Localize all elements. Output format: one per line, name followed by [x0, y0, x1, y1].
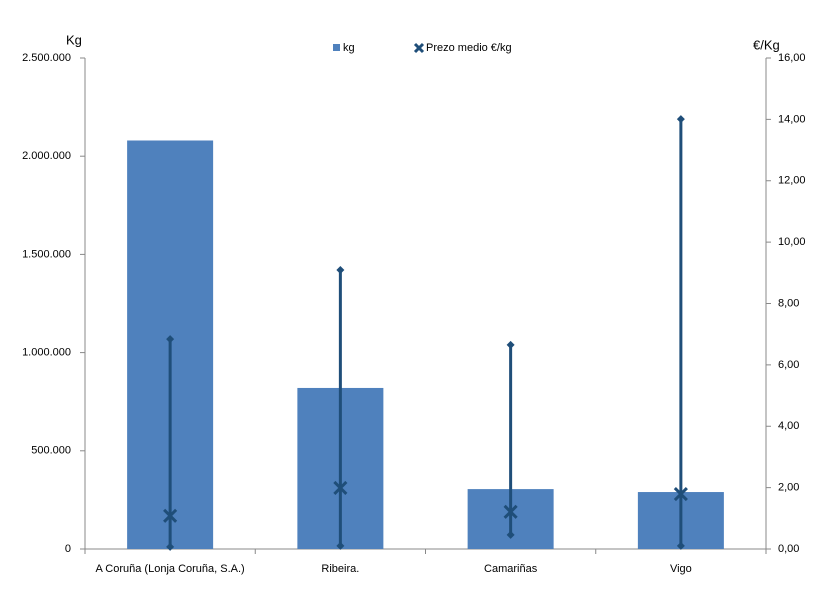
y2-tick-label: 10,00 [778, 236, 806, 248]
low-marker [676, 541, 685, 550]
mean-marker [333, 480, 348, 495]
low-marker [336, 541, 345, 550]
mean-marker [673, 487, 688, 502]
y2-tick-label: 0,00 [778, 543, 799, 555]
low-marker [506, 530, 515, 539]
legend-label: Prezo medio €/kg [426, 42, 512, 54]
legend-swatch [413, 42, 425, 54]
y-tick-label: 0 [65, 543, 71, 555]
x-tick-label: Camariñas [484, 563, 538, 575]
y-tick-label: 1.500.000 [22, 248, 71, 260]
y2-tick-label: 8,00 [778, 297, 799, 309]
y2-tick-label: 4,00 [778, 420, 799, 432]
y2-tick-label: 12,00 [778, 175, 806, 187]
high-marker [336, 266, 345, 275]
low-marker [166, 542, 175, 551]
mean-marker [503, 504, 518, 519]
y-tick-label: 2.500.000 [22, 52, 71, 64]
x-tick-label: A Coruña (Lonja Coruña, S.A.) [96, 563, 245, 575]
mean-marker [163, 508, 178, 523]
x-tick-label: Ribeira. [321, 563, 359, 575]
y-tick-label: 500.000 [31, 445, 71, 457]
y2-tick-label: 6,00 [778, 359, 799, 371]
y2-tick-label: 2,00 [778, 482, 799, 494]
high-marker [676, 115, 685, 124]
high-marker [166, 335, 175, 344]
y2-axis-title: €/Kg [753, 37, 780, 52]
high-marker [506, 340, 515, 349]
x-tick-label: Vigo [670, 563, 692, 575]
y-axis-title: Kg [66, 32, 82, 47]
y-tick-label: 1.000.000 [22, 347, 71, 359]
legend-swatch [333, 44, 340, 51]
y-tick-label: 2.000.000 [22, 150, 71, 162]
y2-tick-label: 14,00 [778, 113, 806, 125]
legend-label: kg [343, 42, 355, 54]
y2-tick-label: 16,00 [778, 52, 806, 64]
